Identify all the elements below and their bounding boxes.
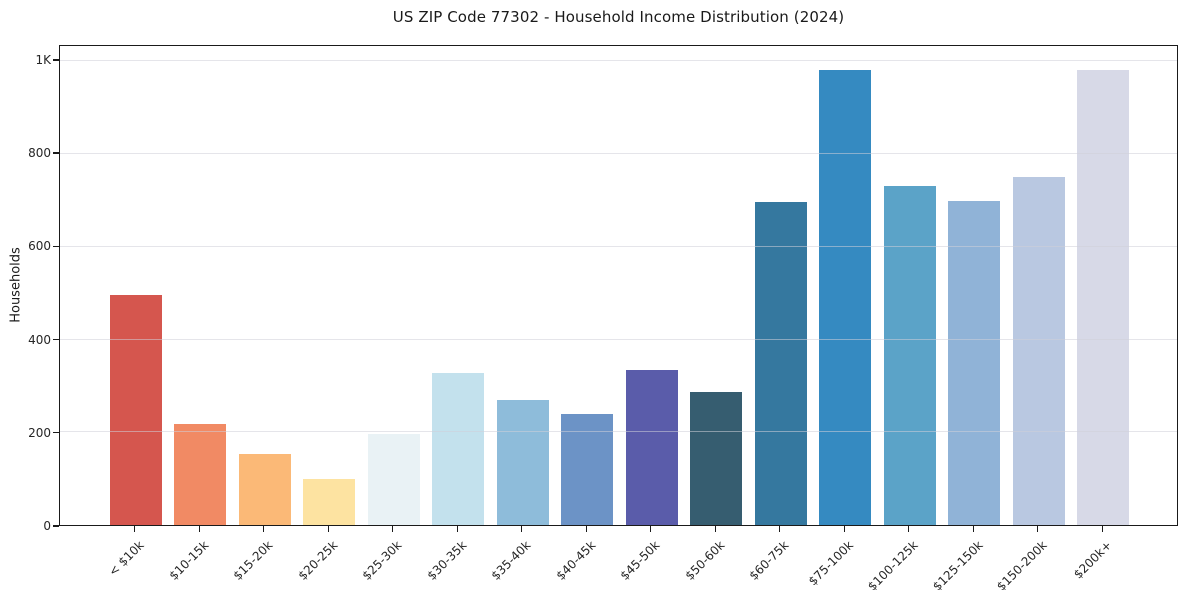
gridline: [60, 431, 1177, 433]
x-tick-mark: [392, 526, 394, 532]
bar: [625, 369, 678, 525]
bar: [496, 400, 549, 525]
bar: [238, 454, 291, 525]
bar: [1012, 176, 1065, 525]
x-tick-label: $25-30k: [359, 538, 405, 583]
x-tick-label: $40-45k: [553, 538, 599, 583]
bar: [754, 201, 807, 525]
x-tick-mark: [327, 526, 329, 532]
y-tick-label: 600: [28, 239, 51, 254]
gridline: [60, 153, 1177, 155]
bar: [819, 69, 872, 525]
x-tick-mark: [1101, 526, 1103, 532]
bar: [948, 200, 1001, 525]
bar: [109, 295, 162, 525]
x-tick-mark: [1037, 526, 1039, 532]
x-tick-mark: [198, 526, 200, 532]
x-tick-label: $20-25k: [295, 538, 341, 583]
x-tick-mark: [585, 526, 587, 532]
chart-title: US ZIP Code 77302 - Household Income Dis…: [392, 8, 845, 26]
x-tick-mark: [972, 526, 974, 532]
x-tick-label: $50-60k: [682, 538, 728, 583]
y-tick-mark: [53, 432, 59, 434]
y-tick-mark: [53, 338, 59, 341]
y-tick-label: 0: [43, 519, 51, 533]
bar: [561, 413, 614, 525]
x-tick-mark: [908, 526, 910, 532]
gridline: [60, 245, 1177, 247]
y-tick-label: 800: [28, 146, 51, 161]
y-tick-mark: [53, 59, 59, 61]
x-tick-label: $200k+: [1070, 538, 1115, 582]
x-tick-label: < $10k: [105, 538, 147, 579]
bar: [883, 185, 936, 525]
y-tick-mark: [53, 245, 59, 247]
x-tick-mark: [650, 526, 652, 532]
y-tick-label: 400: [28, 332, 51, 347]
x-tick-mark: [843, 526, 845, 532]
bar: [303, 478, 356, 525]
x-tick-mark: [779, 526, 781, 532]
x-tick-label: $150-200k: [993, 538, 1050, 590]
y-tick-mark: [53, 525, 59, 527]
y-axis-label: Households: [8, 247, 24, 323]
x-tick-mark: [263, 526, 265, 532]
gridline: [60, 60, 1177, 62]
x-tick-mark: [521, 526, 523, 532]
y-tick-label: 200: [28, 425, 51, 440]
x-tick-mark: [714, 526, 716, 532]
gridline: [60, 338, 1177, 340]
bar: [690, 391, 743, 525]
plot-area: [59, 45, 1178, 526]
x-tick-label: $60-75k: [746, 538, 792, 583]
x-tick-label: $75-100k: [805, 538, 857, 589]
x-tick-label: $35-40k: [488, 538, 534, 583]
bar: [1077, 69, 1130, 525]
bar: [367, 434, 420, 525]
bar: [432, 373, 485, 525]
x-tick-mark: [134, 526, 136, 532]
x-tick-mark: [456, 526, 458, 532]
x-tick-label: $30-35k: [424, 538, 470, 583]
x-tick-label: $125-150k: [929, 538, 986, 590]
bar: [174, 423, 227, 525]
x-tick-label: $45-50k: [617, 538, 663, 583]
x-tick-label: $15-20k: [230, 538, 276, 583]
x-tick-label: $10-15k: [166, 538, 212, 583]
x-tick-label: $100-125k: [864, 538, 921, 590]
y-tick-label: 1K: [35, 52, 51, 67]
y-tick-mark: [53, 152, 59, 154]
